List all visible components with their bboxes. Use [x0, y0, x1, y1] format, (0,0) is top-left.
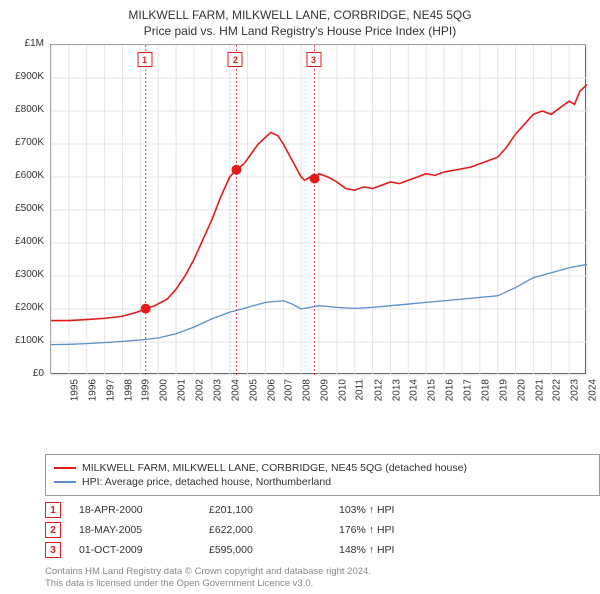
x-axis-label: 2009	[319, 379, 330, 401]
footer-line: Contains HM Land Registry data © Crown c…	[45, 566, 600, 578]
legend: MILKWELL FARM, MILKWELL LANE, CORBRIDGE,…	[45, 454, 600, 496]
y-axis-label: £400K	[10, 236, 44, 247]
marker-price: £595,000	[209, 544, 339, 556]
marker-date: 18-MAY-2005	[79, 524, 209, 536]
y-axis-label: £1M	[10, 38, 44, 49]
footer-line: This data is licensed under the Open Gov…	[45, 578, 600, 590]
x-axis-label: 2020	[516, 379, 527, 401]
x-axis-label: 1995	[69, 379, 80, 401]
x-axis-label: 2021	[534, 379, 545, 401]
marker-date: 01-OCT-2009	[79, 544, 209, 556]
x-axis-label: 2007	[284, 379, 295, 401]
marker-pct: 148% ↑ HPI	[339, 544, 394, 556]
x-axis-label: 2013	[391, 379, 402, 401]
x-axis-label: 2018	[480, 379, 491, 401]
x-axis-label: 2002	[194, 379, 205, 401]
event-marker-badge: 3	[306, 52, 321, 67]
event-marker-badge: 1	[137, 52, 152, 67]
legend-label: MILKWELL FARM, MILKWELL LANE, CORBRIDGE,…	[82, 462, 467, 474]
y-axis-label: £700K	[10, 137, 44, 148]
x-axis-label: 2005	[248, 379, 259, 401]
x-axis-label: 2001	[176, 379, 187, 401]
y-axis-label: £900K	[10, 71, 44, 82]
footer-attribution: Contains HM Land Registry data © Crown c…	[45, 566, 600, 590]
marker-row: 2 18-MAY-2005£622,000176% ↑ HPI	[45, 522, 600, 538]
marker-row: 1 18-APR-2000£201,100103% ↑ HPI	[45, 502, 600, 518]
y-axis-label: £200K	[10, 302, 44, 313]
plot-svg	[51, 45, 587, 375]
x-axis-label: 2023	[570, 379, 581, 401]
x-axis-label: 2011	[354, 379, 365, 401]
y-axis-label: £800K	[10, 104, 44, 115]
y-axis-label: £300K	[10, 269, 44, 280]
marker-price: £201,100	[209, 504, 339, 516]
chart-title-line1: MILKWELL FARM, MILKWELL LANE, CORBRIDGE,…	[10, 8, 590, 22]
x-axis-label: 2019	[498, 379, 509, 401]
marker-date: 18-APR-2000	[79, 504, 209, 516]
marker-table: 1 18-APR-2000£201,100103% ↑ HPI 2 18-MAY-20…	[45, 502, 600, 558]
x-axis-label: 1996	[87, 379, 98, 401]
marker-pct: 103% ↑ HPI	[339, 504, 394, 516]
x-axis-label: 2004	[230, 379, 241, 401]
x-axis-label: 1999	[141, 379, 152, 401]
legend-item: HPI: Average price, detached house, Nort…	[54, 476, 591, 488]
x-axis-label: 1998	[123, 379, 134, 401]
y-axis-label: £0	[10, 368, 44, 379]
chart-title-line2: Price paid vs. HM Land Registry's House …	[10, 24, 590, 38]
legend-swatch	[54, 467, 76, 469]
x-axis-label: 2000	[159, 379, 170, 401]
y-axis-label: £600K	[10, 170, 44, 181]
marker-badge: 2	[45, 522, 61, 538]
legend-swatch	[54, 481, 76, 483]
x-axis-label: 2016	[444, 379, 455, 401]
y-axis-label: £100K	[10, 335, 44, 346]
x-axis-label: 2024	[587, 379, 598, 401]
marker-pct: 176% ↑ HPI	[339, 524, 394, 536]
marker-row: 3 01-OCT-2009£595,000148% ↑ HPI	[45, 542, 600, 558]
chart-container: MILKWELL FARM, MILKWELL LANE, CORBRIDGE,…	[0, 0, 600, 594]
legend-item: MILKWELL FARM, MILKWELL LANE, CORBRIDGE,…	[54, 462, 591, 474]
x-axis-label: 2008	[302, 379, 313, 401]
x-axis-label: 2017	[462, 379, 473, 401]
legend-label: HPI: Average price, detached house, Nort…	[82, 476, 331, 488]
y-axis-label: £500K	[10, 203, 44, 214]
plot-region	[50, 44, 586, 374]
marker-badge: 3	[45, 542, 61, 558]
marker-price: £622,000	[209, 524, 339, 536]
x-axis-label: 2003	[212, 379, 223, 401]
x-axis-label: 2015	[427, 379, 438, 401]
x-axis-label: 2006	[266, 379, 277, 401]
x-axis-label: 1997	[105, 379, 116, 401]
x-axis-label: 2014	[409, 379, 420, 401]
marker-badge: 1	[45, 502, 61, 518]
chart-area: £0 £100K £200K £300K £400K £500K £600K £700K £80…	[10, 44, 590, 414]
x-axis-label: 2010	[337, 379, 348, 401]
x-axis-label: 2022	[552, 379, 563, 401]
event-marker-badge: 2	[228, 52, 243, 67]
x-axis-label: 2012	[373, 379, 384, 401]
